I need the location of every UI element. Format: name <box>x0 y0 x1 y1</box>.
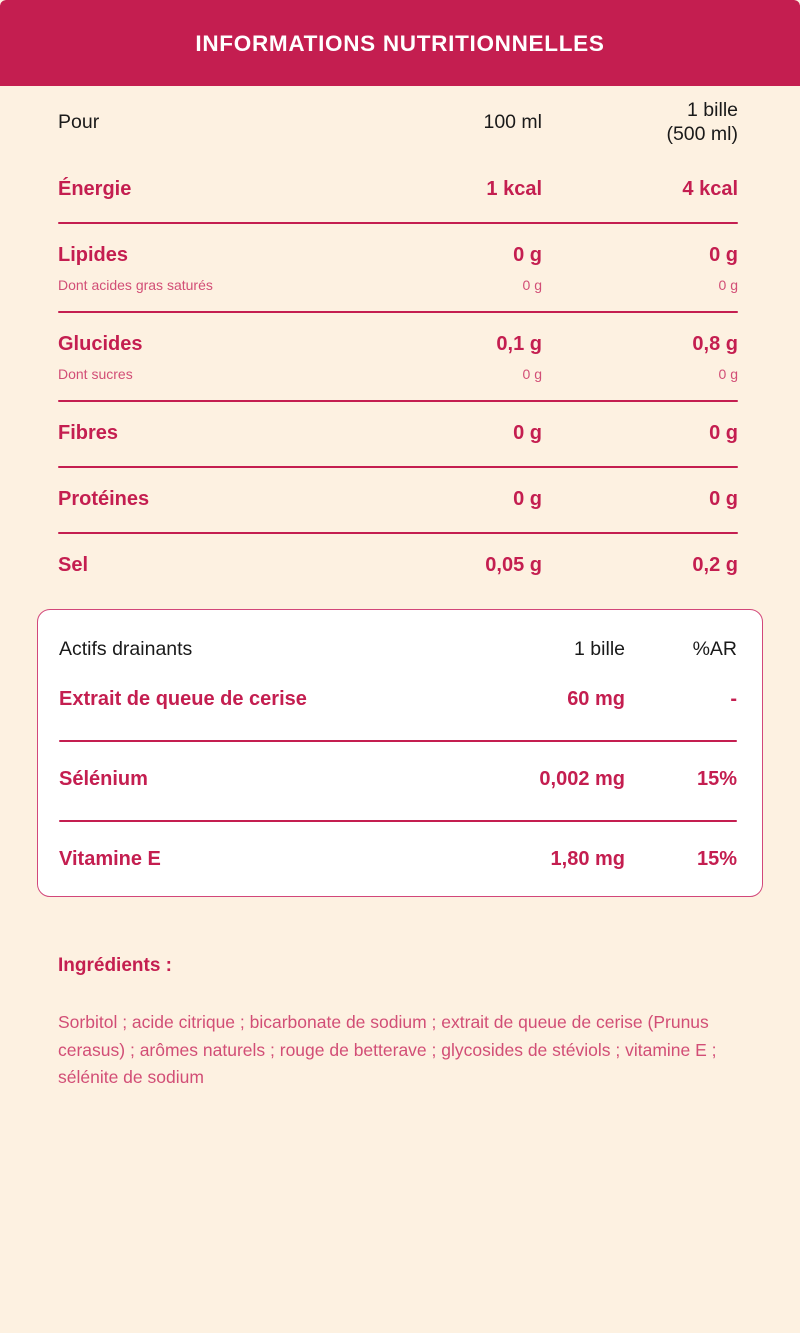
nutrient-label: Lipides <box>58 244 129 266</box>
column-header-bille: 1 bille (500 ml) <box>560 98 738 147</box>
actifs-card: Actifs drainants 1 bille %AR Extrait de … <box>37 609 763 897</box>
actif-percent-ar: 15% <box>696 848 737 870</box>
subnutrient-value-bille: 0 g <box>718 366 738 382</box>
subnutrient-value-100ml: 0 g <box>522 366 542 382</box>
row-divider <box>58 532 738 534</box>
nutrient-value-bille: 0 g <box>709 488 738 510</box>
table-row: Sel 0,05 g 0,2 g <box>58 534 738 579</box>
nutrient-value-bille: 0,2 g <box>692 554 738 576</box>
actifs-column-header-ar: %AR <box>692 637 737 660</box>
actif-amount: 0,002 mg <box>539 768 625 790</box>
column-header-bille-line1: 1 bille <box>687 98 738 121</box>
actifs-row-divider <box>59 740 737 742</box>
table-subrow: Dont sucres 0 g 0 g <box>58 358 738 384</box>
actif-amount: 60 mg <box>567 688 625 710</box>
column-header-100ml: 100 ml <box>483 110 542 133</box>
nutrient-label: Sel <box>58 554 89 576</box>
nutrient-value-100ml: 0 g <box>513 488 542 510</box>
nutrient-value-bille: 0 g <box>709 422 738 444</box>
actif-label: Sélénium <box>59 768 148 790</box>
table-row: Énergie 1 kcal 4 kcal <box>58 158 738 203</box>
nutrition-table: Pour 100 ml 1 bille (500 ml) Énergie 1 k… <box>0 86 800 579</box>
table-row: Fibres 0 g 0 g <box>58 402 738 447</box>
nutrient-value-100ml: 1 kcal <box>486 178 542 200</box>
actifs-header-row: Actifs drainants 1 bille %AR <box>59 610 737 688</box>
actifs-column-header-bille: 1 bille <box>574 637 625 660</box>
nutrient-label: Fibres <box>58 422 119 444</box>
table-row: Lipides 0 g 0 g <box>58 224 738 269</box>
nutrient-value-100ml: 0 g <box>513 422 542 444</box>
nutrient-value-100ml: 0,05 g <box>485 554 542 576</box>
nutrient-value-bille: 0 g <box>709 244 738 266</box>
actif-amount: 1,80 mg <box>550 848 625 870</box>
actifs-row-gap <box>59 742 737 768</box>
actifs-row: Sélénium 0,002 mg 15% <box>59 768 737 794</box>
actif-label: Vitamine E <box>59 848 161 870</box>
row-divider <box>58 311 738 313</box>
subnutrient-value-100ml: 0 g <box>522 277 542 293</box>
subnutrient-value-bille: 0 g <box>718 277 738 293</box>
table-subrow: Dont acides gras saturés 0 g 0 g <box>58 269 738 295</box>
subnutrient-label: Dont sucres <box>58 366 133 382</box>
subnutrient-label: Dont acides gras saturés <box>58 277 213 293</box>
table-row: Glucides 0,1 g 0,8 g <box>58 313 738 358</box>
ingredients-section: Ingrédients : Sorbitol ; acide citrique … <box>0 955 800 1092</box>
ingredients-title: Ingrédients : <box>58 955 173 976</box>
nutrient-label: Énergie <box>58 178 132 200</box>
actifs-section: Actifs drainants 1 bille %AR Extrait de … <box>0 609 800 897</box>
actifs-column-header-label: Actifs drainants <box>59 637 193 660</box>
column-header-bille-line2: (500 ml) <box>666 123 738 145</box>
row-divider <box>58 466 738 468</box>
panel-header: INFORMATIONS NUTRITIONNELLES <box>0 0 800 86</box>
nutrient-value-bille: 4 kcal <box>682 178 738 200</box>
row-divider <box>58 400 738 402</box>
nutrient-label: Protéines <box>58 488 150 510</box>
actifs-row-divider <box>59 820 737 822</box>
nutrient-label: Glucides <box>58 333 143 355</box>
actifs-row-gap <box>59 822 737 848</box>
column-header-label: Pour <box>58 110 100 133</box>
ingredients-list: Sorbitol ; acide citrique ; bicarbonate … <box>58 1012 717 1088</box>
actif-label: Extrait de queue de cerise <box>59 688 307 710</box>
page-title: INFORMATIONS NUTRITIONNELLES <box>195 30 605 56</box>
table-row: Protéines 0 g 0 g <box>58 468 738 513</box>
actifs-row: Extrait de queue de cerise 60 mg - <box>59 688 737 714</box>
row-divider <box>58 222 738 224</box>
table-header-row: Pour 100 ml 1 bille (500 ml) <box>58 86 738 158</box>
nutrient-value-bille: 0,8 g <box>692 333 738 355</box>
actif-percent-ar: - <box>730 688 737 710</box>
nutrient-value-100ml: 0,1 g <box>496 333 542 355</box>
actifs-row: Vitamine E 1,80 mg 15% <box>59 848 737 874</box>
nutrient-value-100ml: 0 g <box>513 244 542 266</box>
actif-percent-ar: 15% <box>696 768 737 790</box>
